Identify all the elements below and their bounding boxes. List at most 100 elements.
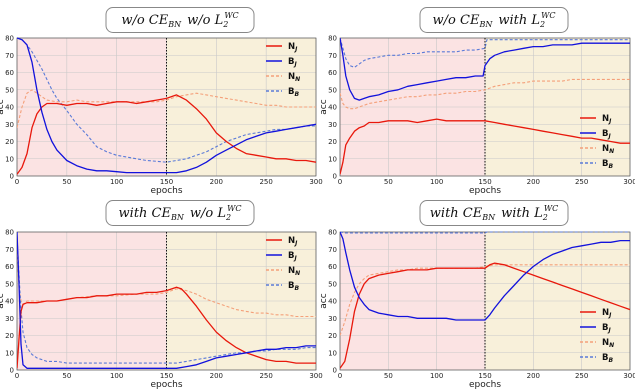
y-tick-label: 40 xyxy=(5,298,14,306)
series-line-b-b xyxy=(340,231,630,234)
legend-label-b-b: BB xyxy=(602,353,613,364)
x-tick-label: 100 xyxy=(430,178,443,186)
panel-title: with CEBN with L2WC xyxy=(419,200,569,226)
series-line-n-j xyxy=(17,286,316,369)
legend-label-b-b: BB xyxy=(602,159,613,170)
y-tick-label: 70 xyxy=(328,246,337,254)
legend-label-b-b: BB xyxy=(288,87,299,98)
title-text: w/o CEBN w/o L2WC xyxy=(121,11,238,29)
y-tick-label: 10 xyxy=(5,349,14,357)
x-tick-label: 250 xyxy=(575,178,588,186)
chart-panel-1: 0 50 100 150 200 250 300 0 10 20 30 40 50 60 70 80 epoch… xyxy=(0,7,323,196)
x-tick-label: 50 xyxy=(62,178,71,186)
y-tick-label: 80 xyxy=(328,35,337,43)
y-tick-label: 0 xyxy=(10,367,14,375)
y-tick-label: 50 xyxy=(328,280,337,288)
x-tick-label: 200 xyxy=(210,178,223,186)
series-line-b-j xyxy=(340,231,630,321)
series-line-n-n xyxy=(340,78,630,110)
y-tick-label: 0 xyxy=(333,367,337,375)
legend-label-b-j: BJ xyxy=(288,57,297,68)
legend-label-b-j: BJ xyxy=(602,323,611,334)
x-tick-label: 150 xyxy=(160,178,173,186)
title-text: with CEBN with L2WC xyxy=(430,204,558,222)
panel-title: w/o CEBN with L2WC xyxy=(419,7,569,33)
x-axis-label: epochs xyxy=(150,186,182,196)
series-line-b-b xyxy=(17,235,316,364)
legend-label-n-j: NJ xyxy=(288,236,298,247)
y-tick-label: 20 xyxy=(5,138,14,146)
series-line-n-n xyxy=(17,89,316,128)
y-tick-label: 80 xyxy=(5,35,14,43)
x-axis-label: epochs xyxy=(150,380,182,390)
y-tick-label: 0 xyxy=(10,173,14,181)
x-tick-label: 150 xyxy=(478,372,491,380)
legend-label-b-j: BJ xyxy=(602,129,611,140)
chart-panel-4: 0 50 100 150 200 250 300 0 10 20 30 40 50 60 70 80 epoch… xyxy=(319,200,635,390)
series-line-b-b xyxy=(340,37,630,68)
y-tick-label: 10 xyxy=(5,155,14,163)
x-tick-label: 200 xyxy=(527,372,540,380)
series-line-n-j xyxy=(340,262,630,369)
series-line-b-j xyxy=(17,231,316,369)
title-box xyxy=(419,7,569,33)
x-tick-label: 150 xyxy=(478,178,491,186)
series-line-n-n xyxy=(340,264,630,336)
y-tick-label: 30 xyxy=(5,315,14,323)
y-tick-label: 30 xyxy=(5,121,14,129)
legend-label-b-b: BB xyxy=(288,281,299,292)
title-box xyxy=(105,7,255,33)
y-tick-label: 70 xyxy=(328,52,337,60)
y-tick-label: 40 xyxy=(328,104,337,112)
chart-panel-3: 0 50 100 150 200 250 300 0 10 20 30 40 50 60 70 80 epoch… xyxy=(0,200,323,390)
x-tick-label: 100 xyxy=(110,372,123,380)
x-tick-label: 100 xyxy=(110,178,123,186)
y-tick-label: 20 xyxy=(5,332,14,340)
series-line-b-j xyxy=(340,37,630,101)
legend-label-n-n: NN xyxy=(602,144,614,155)
legend-label-n-j: NJ xyxy=(288,42,298,53)
series-line-b-b xyxy=(17,37,316,163)
title-box xyxy=(419,200,569,226)
legend-label-n-n: NN xyxy=(288,72,300,83)
x-tick-label: 0 xyxy=(338,372,342,380)
y-axis-label: acc xyxy=(0,293,6,308)
x-axis-label: epochs xyxy=(469,380,501,390)
y-tick-label: 30 xyxy=(328,315,337,323)
y-tick-label: 10 xyxy=(328,349,337,357)
x-tick-label: 300 xyxy=(623,178,635,186)
y-tick-label: 30 xyxy=(328,121,337,129)
x-tick-label: 50 xyxy=(62,372,71,380)
y-axis-label: acc xyxy=(0,99,6,114)
y-tick-label: 70 xyxy=(5,246,14,254)
series-line-n-j xyxy=(340,118,630,175)
x-tick-label: 250 xyxy=(575,372,588,380)
y-tick-label: 10 xyxy=(328,155,337,163)
title-box xyxy=(105,200,255,226)
x-tick-label: 300 xyxy=(309,372,322,380)
y-tick-label: 50 xyxy=(328,86,337,94)
x-tick-label: 200 xyxy=(527,178,540,186)
y-tick-label: 20 xyxy=(328,138,337,146)
legend-label-n-j: NJ xyxy=(602,114,612,125)
legend-label-b-j: BJ xyxy=(288,251,297,262)
legend-label-n-n: NN xyxy=(602,338,614,349)
x-tick-label: 0 xyxy=(338,178,342,186)
y-tick-label: 60 xyxy=(5,69,14,77)
y-tick-label: 80 xyxy=(5,229,14,237)
y-tick-label: 50 xyxy=(5,86,14,94)
x-tick-label: 100 xyxy=(430,372,443,380)
panel-title: with CEBN w/o L2WC xyxy=(105,200,255,226)
y-tick-label: 80 xyxy=(328,229,337,237)
x-tick-label: 150 xyxy=(160,372,173,380)
y-tick-label: 40 xyxy=(328,298,337,306)
panel-title: w/o CEBN w/o L2WC xyxy=(105,7,255,33)
title-text: with CEBN w/o L2WC xyxy=(119,204,242,222)
y-tick-label: 60 xyxy=(328,69,337,77)
x-tick-label: 300 xyxy=(623,372,635,380)
x-tick-label: 0 xyxy=(15,178,19,186)
x-tick-label: 250 xyxy=(259,372,272,380)
y-axis-label: acc xyxy=(319,99,329,114)
y-tick-label: 20 xyxy=(328,332,337,340)
